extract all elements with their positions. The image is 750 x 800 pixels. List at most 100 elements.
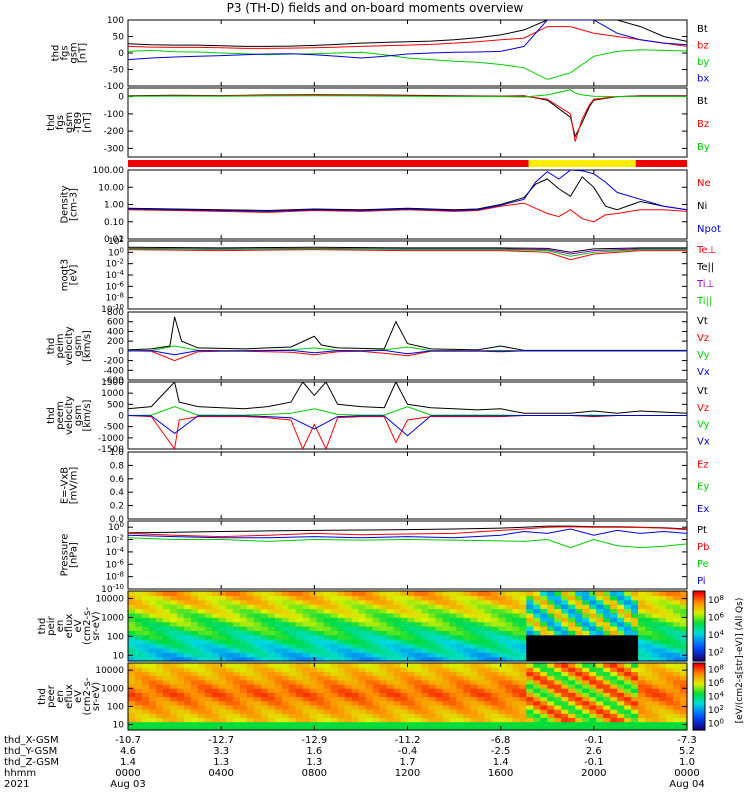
- heatmap-cell: [393, 591, 402, 596]
- heatmap-cell: [449, 621, 458, 627]
- heatmap-cell: [449, 671, 458, 677]
- heatmap-cell: [281, 713, 290, 719]
- heatmap-cell: [407, 617, 416, 623]
- heatmap-cell: [400, 688, 409, 693]
- heatmap-cell: [372, 717, 381, 723]
- heatmap-cell: [148, 621, 157, 627]
- heatmap-cell: [225, 595, 234, 601]
- heatmap-cell: [128, 675, 136, 681]
- heatmap-cell: [519, 704, 527, 710]
- heatmap-cell: [400, 643, 409, 649]
- heatmap-cell: [421, 692, 430, 698]
- heatmap-cell: [505, 721, 513, 727]
- colorbar-cell: [693, 689, 705, 693]
- heatmap-cell: [484, 630, 492, 636]
- heatmap-cell: [274, 671, 283, 677]
- heatmap-cell: [428, 671, 437, 677]
- heatmap-cell: [456, 679, 464, 685]
- heatmap-cell: [484, 621, 492, 627]
- heatmap-cell: [547, 599, 555, 605]
- heatmap-cell: [344, 692, 353, 698]
- heatmap-cell: [526, 679, 534, 685]
- heatmap-cell: [288, 721, 297, 727]
- heatmap-cell: [232, 643, 241, 649]
- heatmap-cell: [316, 656, 325, 662]
- heatmap-cell: [554, 725, 562, 731]
- heatmap-cell: [302, 647, 311, 653]
- heatmap-cell: [400, 621, 409, 627]
- heatmap-cell: [246, 709, 255, 714]
- heatmap-cell: [589, 704, 597, 710]
- heatmap-cell: [603, 671, 611, 677]
- heatmap-cell: [442, 591, 451, 596]
- heatmap-cell: [526, 617, 534, 623]
- heatmap-cell: [561, 704, 569, 710]
- heatmap-cell: [183, 709, 192, 714]
- heatmap-cell: [477, 630, 485, 636]
- heatmap-cell: [491, 656, 499, 662]
- heatmap-cell: [526, 700, 534, 706]
- heatmap-cell: [295, 692, 304, 698]
- heatmap-cell: [128, 683, 136, 689]
- heatmap-cell: [519, 621, 527, 627]
- heatmap-cell: [400, 675, 409, 681]
- heatmap-cell: [190, 675, 199, 681]
- panel-ylabel: eflux: [64, 614, 75, 639]
- colorbar-cell: [693, 681, 705, 684]
- heatmap-cell: [148, 663, 157, 668]
- heatmap-cell: [365, 617, 374, 623]
- heatmap-cell: [589, 692, 597, 698]
- ytick-label: 0.0: [110, 515, 125, 525]
- heatmap-cell: [547, 700, 555, 706]
- heatmap-cell: [281, 617, 290, 623]
- heatmap-cell: [533, 599, 541, 605]
- heatmap-cell: [379, 591, 388, 596]
- heatmap-cell: [183, 591, 192, 596]
- heatmap-cell: [638, 709, 646, 714]
- ytick-label: 800: [107, 308, 124, 318]
- series-Pi-line: [128, 528, 687, 539]
- heatmap-cell: [484, 626, 492, 631]
- heatmap-cell: [463, 704, 471, 710]
- heatmap-cell: [183, 643, 192, 649]
- heatmap-cell: [162, 688, 171, 693]
- heatmap-cell: [393, 626, 402, 631]
- heatmap-cell: [603, 696, 611, 702]
- heatmap-cell: [589, 647, 597, 653]
- heatmap-cell: [246, 626, 255, 631]
- heatmap-cell: [680, 639, 688, 645]
- heatmap-cell: [288, 599, 297, 605]
- heatmap-cell: [288, 692, 297, 698]
- heatmap-cell: [239, 667, 248, 672]
- heatmap-cell: [463, 700, 471, 706]
- heatmap-cell: [491, 663, 499, 668]
- heatmap-cell: [128, 652, 136, 658]
- heatmap-cell: [561, 700, 569, 706]
- heatmap-cell: [260, 612, 269, 618]
- heatmap-cell: [134, 692, 143, 698]
- heatmap-cell: [449, 704, 458, 710]
- colorbar-cell: [693, 648, 705, 652]
- heatmap-cell: [603, 725, 611, 731]
- heatmap-cell: [337, 688, 346, 693]
- heatmap-cell: [365, 612, 374, 618]
- heatmap-cell: [435, 630, 444, 636]
- heatmap-cell: [141, 667, 150, 672]
- legend-Vt: Vt: [697, 316, 708, 327]
- heatmap-cell: [575, 626, 583, 631]
- heatmap-cell: [372, 591, 381, 596]
- heatmap-cell: [176, 721, 185, 727]
- heatmap-cell: [575, 656, 583, 662]
- heatmap-cell: [603, 679, 611, 685]
- heatmap-cell: [204, 679, 213, 685]
- heatmap-cell: [267, 647, 276, 653]
- heatmap-cell: [393, 656, 402, 662]
- heatmap-cell: [218, 688, 227, 693]
- heatmap-cell: [379, 700, 388, 706]
- heatmap-cell: [211, 630, 220, 636]
- heatmap-cell: [652, 709, 660, 714]
- heatmap-cell: [260, 591, 269, 596]
- heatmap-cell: [526, 604, 534, 610]
- ytick-label: -100: [104, 82, 125, 92]
